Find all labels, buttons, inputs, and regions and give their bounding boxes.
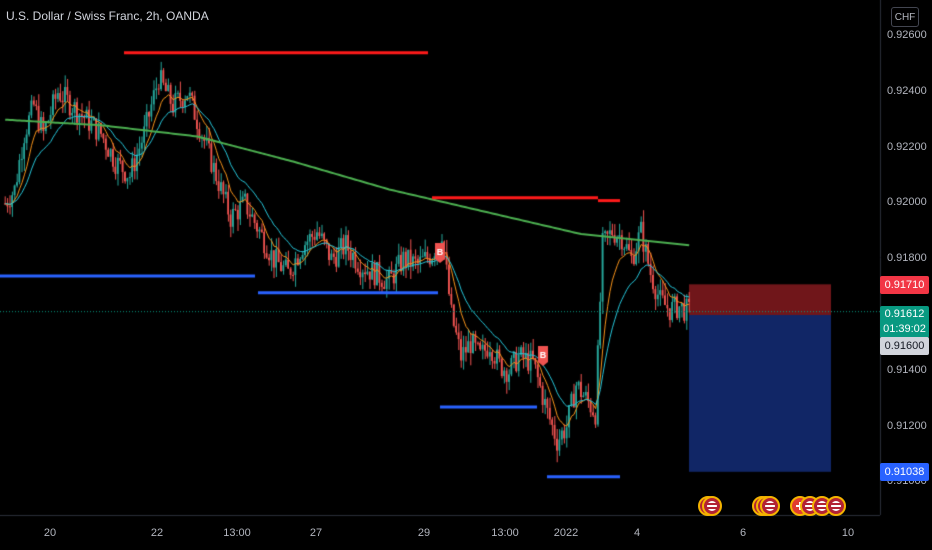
target-price-label: 0.91038 bbox=[880, 463, 929, 481]
bar-countdown: 01:39:02 bbox=[883, 323, 926, 335]
price-tick: 0.91800 bbox=[887, 252, 927, 265]
time-tick: 10 bbox=[841, 527, 855, 539]
price-tick: 0.92200 bbox=[887, 140, 927, 153]
time-tick: 2022 bbox=[553, 527, 579, 539]
time-tick: 6 bbox=[739, 527, 747, 539]
current-price-value: 0.91612 bbox=[884, 308, 925, 320]
us-flag-icon[interactable] bbox=[702, 496, 722, 516]
price-tick: 0.92000 bbox=[887, 196, 927, 209]
price-tick: 0.92600 bbox=[887, 29, 927, 41]
us-flag-icon[interactable] bbox=[826, 496, 846, 516]
stop-price-label: 0.91710 bbox=[880, 276, 929, 294]
time-tick: 20 bbox=[43, 527, 57, 539]
time-tick: 4 bbox=[633, 527, 641, 539]
time-tick: 29 bbox=[417, 527, 431, 539]
entry-price-label: 0.91600 bbox=[880, 337, 929, 355]
currency-selector[interactable]: CHF bbox=[891, 7, 919, 27]
time-tick: 13:00 bbox=[491, 527, 519, 539]
price-tick: 0.92400 bbox=[887, 84, 927, 97]
time-tick: 27 bbox=[309, 527, 323, 539]
price-tick: 0.91200 bbox=[887, 419, 927, 432]
chart-title: U.S. Dollar / Swiss Franc, 2h, OANDA bbox=[6, 9, 209, 23]
current-price-label: 0.91612 01:39:02 bbox=[880, 306, 929, 338]
time-tick: 22 bbox=[150, 527, 164, 539]
us-flag-icon[interactable] bbox=[760, 496, 780, 516]
price-tick: 0.91400 bbox=[887, 363, 927, 376]
time-tick: 13:00 bbox=[223, 527, 251, 539]
